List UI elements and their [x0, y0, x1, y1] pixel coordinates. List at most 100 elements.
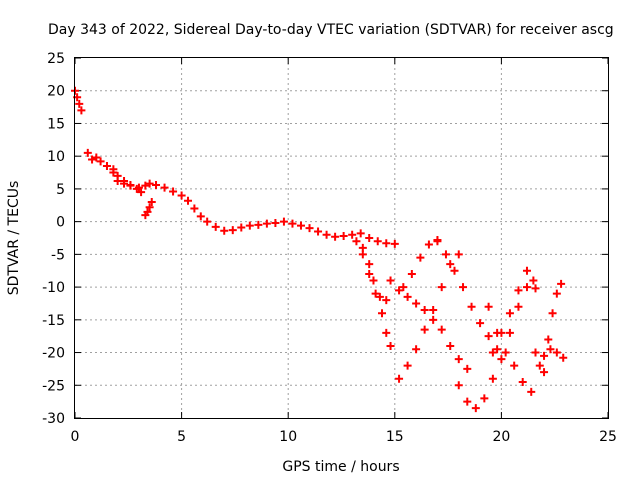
data-point-marker	[314, 227, 323, 236]
y-tick-label: -25	[42, 378, 65, 394]
data-point-marker	[505, 328, 514, 337]
data-point-marker	[177, 191, 186, 200]
data-point-marker	[196, 212, 205, 221]
data-point-marker	[145, 179, 154, 188]
data-point-marker	[382, 296, 391, 305]
data-point-marker	[113, 171, 122, 180]
data-point-marker	[386, 276, 395, 285]
data-point-marker	[371, 289, 380, 298]
data-point-marker	[126, 180, 135, 189]
series-track-x1-up	[395, 250, 463, 383]
data-point-marker	[141, 181, 150, 190]
data-point-marker	[437, 283, 446, 292]
series-track-descend-a	[352, 237, 395, 350]
data-point-marker	[137, 188, 146, 197]
data-point-marker	[407, 270, 416, 278]
data-point-marker	[471, 404, 480, 413]
data-point-marker	[510, 361, 519, 370]
data-point-marker	[497, 328, 506, 337]
series-track-descend-b	[358, 243, 391, 305]
series-track-x3	[454, 283, 540, 413]
data-point-marker	[446, 342, 455, 350]
data-point-marker	[211, 222, 220, 231]
y-tick-label: -15	[42, 313, 65, 329]
chart-title: Day 343 of 2022, Sidereal Day-to-day VTE…	[48, 22, 614, 38]
data-point-marker	[356, 229, 365, 238]
data-point-marker	[395, 286, 404, 295]
data-point-marker	[375, 292, 384, 301]
data-point-marker	[412, 345, 421, 354]
data-point-marker	[102, 162, 111, 170]
series-track-upper-branch	[102, 162, 146, 197]
data-point-marker	[557, 279, 566, 288]
y-tick-label: 0	[56, 215, 65, 231]
data-point-marker	[463, 397, 472, 406]
data-point-marker	[531, 348, 540, 357]
data-point-marker	[373, 237, 382, 246]
y-tick-label: 25	[47, 51, 65, 67]
data-point-marker	[429, 315, 438, 324]
data-point-marker	[527, 387, 536, 396]
data-point-marker	[416, 253, 425, 262]
data-point-marker	[169, 187, 178, 196]
series-track-tail	[531, 279, 566, 377]
data-point-marker	[505, 309, 514, 318]
data-point-marker	[152, 180, 161, 189]
data-point-marker	[540, 368, 549, 377]
data-point-marker	[382, 239, 391, 248]
data-point-marker	[544, 335, 553, 344]
data-point-marker	[279, 217, 288, 226]
data-point-marker	[433, 237, 442, 246]
y-tick-label: 5	[56, 182, 65, 198]
data-point-marker	[476, 319, 485, 328]
data-point-marker	[96, 157, 105, 166]
data-point-marker	[395, 374, 404, 383]
data-point-marker	[559, 353, 568, 362]
data-point-marker	[369, 276, 378, 285]
data-points	[71, 86, 568, 413]
data-point-marker	[339, 232, 348, 241]
data-point-marker	[484, 332, 493, 341]
data-point-marker	[446, 260, 455, 269]
data-point-marker	[497, 355, 506, 364]
x-tick-label: 10	[279, 429, 297, 445]
data-point-marker	[480, 394, 489, 403]
data-point-marker	[190, 204, 199, 213]
data-point-marker	[441, 250, 450, 259]
data-point-marker	[77, 106, 86, 115]
data-point-marker	[365, 260, 374, 269]
y-axis-label: SDTVAR / TECUs	[6, 181, 22, 296]
data-point-marker	[467, 302, 476, 311]
x-tick-label: 20	[492, 429, 510, 445]
y-tick-label: -10	[42, 280, 65, 296]
data-point-marker	[514, 286, 523, 295]
axes: 0 5 10 15 20 25 25 20 15 10 5 0 -5 -10 -15 -20 -25 -30	[42, 51, 617, 445]
series-track-x2-up	[399, 235, 442, 292]
data-point-marker	[399, 283, 408, 292]
data-point-marker	[424, 240, 433, 249]
data-point-marker	[352, 237, 361, 246]
data-point-marker	[552, 289, 561, 298]
data-point-marker	[75, 99, 84, 108]
series-track-x1-down	[386, 276, 472, 373]
data-point-marker	[160, 183, 169, 192]
data-point-marker	[501, 348, 510, 357]
y-tick-label: 20	[47, 84, 65, 100]
data-point-marker	[429, 306, 438, 314]
data-point-marker	[271, 218, 280, 227]
data-point-marker	[488, 348, 497, 357]
y-tick-label: -30	[42, 411, 65, 427]
data-point-marker	[493, 345, 502, 354]
data-point-marker	[437, 325, 446, 334]
data-point-marker	[203, 217, 212, 226]
data-point-marker	[454, 355, 463, 364]
data-point-marker	[514, 302, 523, 311]
data-point-marker	[88, 155, 97, 164]
data-point-marker	[92, 153, 101, 162]
data-point-marker	[183, 196, 192, 205]
plot-frame	[74, 57, 609, 419]
data-point-marker	[548, 309, 557, 318]
data-point-marker	[262, 219, 271, 228]
data-point-marker	[147, 198, 156, 206]
